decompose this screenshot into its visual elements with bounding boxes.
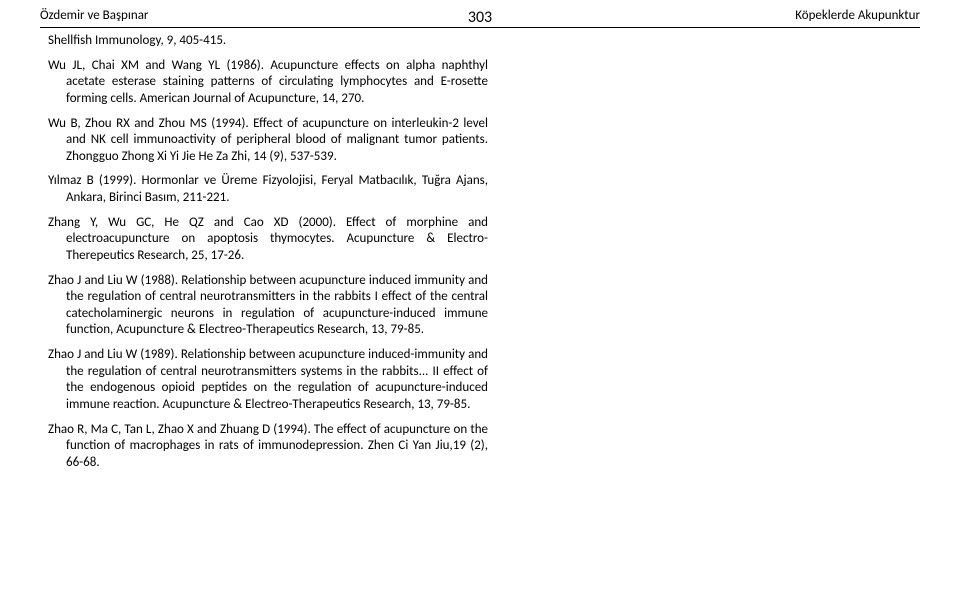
reference-item: Zhao J and Liu W (1988). Relationship be…	[48, 273, 488, 340]
header-left: Özdemir ve Başpınar	[40, 8, 148, 23]
reference-item: Zhao R, Ma C, Tan L, Zhao X and Zhuang D…	[48, 422, 488, 472]
reference-item: Wu JL, Chai XM and Wang YL (1986). Acupu…	[48, 58, 488, 108]
page-number: 303	[40, 8, 920, 27]
reference-item: Yılmaz B (1999). Hormonlar ve Üreme Fizy…	[48, 173, 488, 206]
reference-item: Zhao J and Liu W (1989). Relationship be…	[48, 347, 488, 414]
reference-item: Zhang Y, Wu GC, He QZ and Cao XD (2000).…	[48, 215, 488, 265]
header-right: Köpeklerde Akupunktur	[795, 8, 920, 23]
reference-item: Shellfish Immunology, 9, 405-415.	[48, 33, 488, 50]
header-rule	[40, 27, 920, 28]
references-column: Shellfish Immunology, 9, 405-415. Wu JL,…	[48, 33, 488, 471]
reference-item: Wu B, Zhou RX and Zhou MS (1994). Effect…	[48, 116, 488, 166]
